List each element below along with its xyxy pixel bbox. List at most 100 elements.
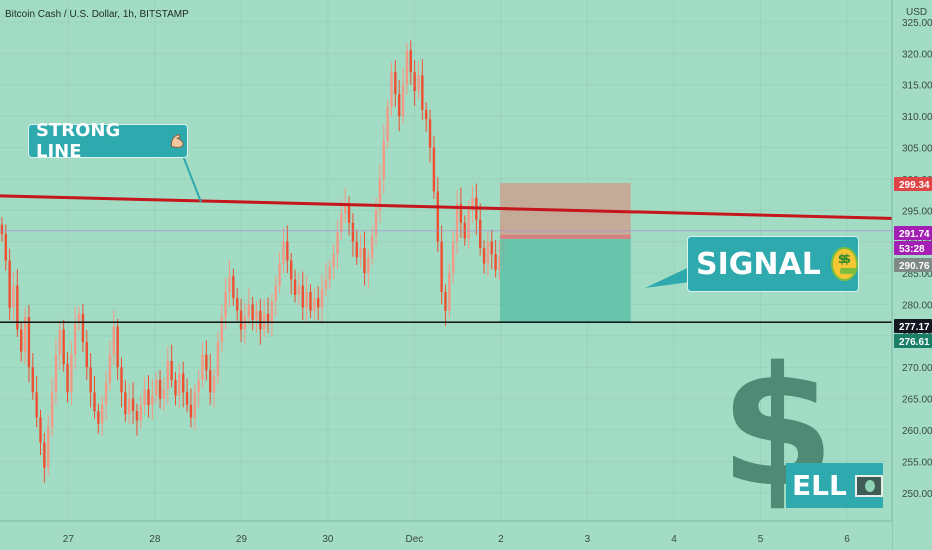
candle-body (486, 241, 490, 264)
candle (50, 378, 54, 437)
candle-body (120, 367, 123, 393)
candle (401, 68, 405, 124)
candle-body (189, 404, 193, 418)
candle (255, 300, 258, 333)
candle (239, 298, 243, 343)
take-profit-zone (500, 236, 631, 323)
candle (101, 395, 104, 437)
candle (428, 109, 432, 163)
candle-body (378, 178, 382, 211)
candle-body (62, 329, 65, 365)
y-tick-label: 325.00 (902, 18, 932, 29)
candle (182, 361, 185, 408)
candle (251, 296, 254, 331)
candle-body (77, 313, 81, 324)
candle (62, 319, 65, 372)
candle-body (185, 392, 189, 405)
strong-line-callout[interactable]: STRONG LINE (28, 120, 188, 162)
candle-body (166, 360, 169, 390)
candle-body (224, 291, 227, 317)
candle (31, 353, 34, 400)
candle-body (255, 310, 258, 321)
candle (166, 346, 169, 405)
candle-body (8, 260, 11, 308)
candle-body (182, 373, 185, 393)
candle-body (344, 204, 347, 214)
candle (351, 213, 355, 257)
candle-body (243, 316, 247, 330)
y-tick-label: 260.00 (902, 426, 932, 437)
candle-body (251, 304, 254, 321)
price-tag-bg (894, 241, 932, 255)
strong-line-pointer (182, 155, 202, 203)
candle-body (332, 254, 335, 267)
candle (359, 233, 362, 268)
y-tick-label: 280.00 (902, 300, 932, 311)
candle-body (108, 354, 112, 383)
candle-body (286, 241, 289, 261)
candle (47, 414, 50, 476)
candle (128, 384, 131, 425)
signal-callout[interactable]: SIGNAL (687, 236, 859, 292)
x-tick-label: 27 (63, 534, 75, 545)
candle (494, 240, 497, 278)
candle-body (467, 210, 470, 239)
candle (58, 322, 61, 370)
candle-body (313, 298, 316, 311)
candle (409, 40, 412, 85)
candle (151, 379, 154, 420)
candle (371, 225, 374, 265)
y-tick-label: 315.00 (902, 81, 932, 92)
price-tag-bg (894, 258, 932, 272)
candle (444, 284, 447, 326)
candle (490, 229, 493, 270)
x-tick-label: 3 (585, 534, 591, 545)
candle (54, 338, 58, 405)
x-tick-label: 29 (236, 534, 248, 545)
candle (104, 370, 108, 420)
candle-body (351, 222, 355, 242)
candle-body (58, 329, 61, 355)
candle-body (293, 279, 297, 296)
candle-body (228, 276, 231, 292)
candle-body (401, 84, 405, 117)
candle-body (444, 291, 447, 311)
candle-body (386, 106, 389, 142)
candle-body (124, 392, 127, 415)
candle-body (305, 291, 308, 308)
candle-body (367, 257, 370, 274)
candle-body (232, 276, 235, 299)
x-tick-label: 4 (671, 534, 677, 545)
y-tick-label: 265.00 (902, 395, 932, 406)
candle (459, 187, 463, 238)
candle-body (494, 254, 497, 270)
candle (158, 370, 162, 409)
candle-body (236, 298, 239, 311)
candle-body (359, 247, 362, 258)
candle-body (70, 354, 73, 393)
candle-body (93, 392, 96, 412)
sell-label: ELL (792, 469, 847, 502)
candle (155, 372, 158, 403)
candle-body (16, 285, 19, 330)
candle (236, 288, 239, 321)
candle-body (436, 191, 439, 242)
candle-body (239, 310, 243, 330)
price-tag: 277.17 (894, 319, 932, 333)
candle-body (355, 241, 358, 258)
candle-body (197, 379, 200, 393)
candle (4, 224, 7, 271)
candle (386, 99, 389, 149)
candle-body (336, 232, 339, 255)
price-tag: 299.34 (894, 177, 932, 191)
sell-callout[interactable]: ELL (786, 463, 883, 508)
candle (174, 372, 177, 406)
candle-body (193, 392, 196, 418)
candle (270, 293, 274, 336)
candle (336, 220, 339, 270)
candle-body (324, 279, 328, 289)
x-tick-label: 2 (498, 534, 504, 545)
candle (448, 263, 451, 319)
candle (232, 268, 235, 306)
strong-trendline (0, 194, 893, 220)
